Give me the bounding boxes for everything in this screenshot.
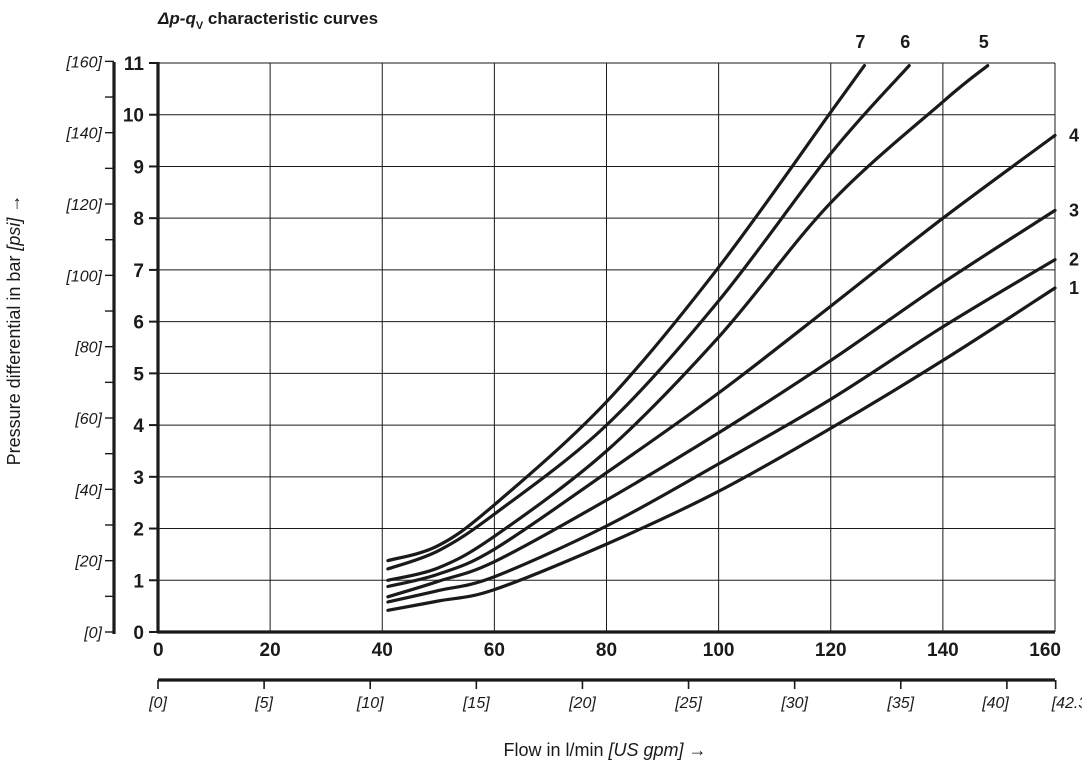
tick-labels: 0 20 40 60 80 100 120 140 160 0 1 2 3 4 5 6 7 8 9 10 11 [0] [5… — [65, 54, 1082, 712]
x-tick-label: 60 — [484, 640, 505, 661]
y-tick-label: 1 — [133, 571, 144, 592]
y-axis-label-main: Pressure differential in bar — [4, 251, 24, 466]
x-tick-label: 100 — [703, 640, 735, 661]
y-tick-label: 2 — [133, 520, 144, 541]
curve-3 — [386, 208, 1057, 599]
y2-tick-label: [100] — [65, 268, 102, 285]
y-tick-label: 0 — [133, 623, 144, 644]
y-tick-label: 11 — [124, 54, 145, 75]
curve-4 — [386, 133, 1057, 589]
chart-title-subscript: V — [196, 20, 204, 32]
y2-tick-label: [160] — [65, 54, 102, 71]
y-tick-label: 6 — [133, 313, 144, 334]
y2-tick-label: [40] — [74, 482, 102, 499]
curve-5 — [386, 63, 990, 582]
x2-tick-label: [42.3] — [1051, 695, 1082, 712]
x-axis-label-unit: [US gpm] — [607, 740, 684, 760]
y2-tick-label: [120] — [65, 197, 102, 214]
x-tick-label: 160 — [1029, 640, 1061, 661]
x2-tick-label: [5] — [254, 695, 273, 712]
y2-tick-label: [0] — [83, 625, 102, 642]
x2-tick-label: [15] — [462, 695, 490, 712]
y2-tick-label: [140] — [65, 126, 102, 143]
series-label-7: 7 — [855, 32, 865, 52]
x-tick-label: 140 — [927, 640, 959, 661]
y-tick-label: 5 — [133, 364, 144, 385]
x-tick-label: 0 — [153, 640, 164, 661]
chart-title: Δp-qV characteristic curves — [157, 9, 378, 32]
curves — [386, 63, 1057, 612]
series-label-3: 3 — [1069, 200, 1079, 220]
y-tick-label: 7 — [133, 261, 144, 282]
axes — [105, 60, 1057, 689]
curve-1 — [386, 286, 1057, 612]
y-tick-label: 10 — [123, 106, 144, 127]
series-labels: 1 2 3 4 5 6 7 — [855, 32, 1079, 298]
x-axis-label: Flow in l/min [US gpm] → — [503, 740, 706, 760]
curve-7 — [386, 63, 866, 563]
x-tick-label: 40 — [372, 640, 393, 661]
series-label-1: 1 — [1069, 278, 1079, 298]
x-tick-label: 20 — [260, 640, 281, 661]
y2-tick-label: [80] — [74, 340, 102, 357]
y-tick-label: 4 — [133, 416, 144, 437]
x-tick-label: 80 — [596, 640, 617, 661]
series-label-4: 4 — [1069, 125, 1079, 145]
x2-tick-label: [35] — [886, 695, 914, 712]
x-axis-label-main: Flow in l/min — [503, 740, 608, 760]
y-axis-label-unit: [psi] — [4, 217, 24, 252]
x-tick-label: 120 — [815, 640, 847, 661]
y-axis-label: Pressure differential in bar [psi] → — [4, 195, 24, 466]
series-label-2: 2 — [1069, 250, 1079, 270]
x2-tick-label: [0] — [148, 695, 167, 712]
x-axis-label-arrow: → — [684, 740, 707, 760]
x2-tick-label: [25] — [674, 695, 702, 712]
chart-title-prefix: Δp-q — [157, 9, 196, 28]
y-axis-label-arrow: → — [4, 195, 24, 218]
y-tick-label: 9 — [133, 157, 144, 178]
chart-title-suffix: characteristic curves — [203, 9, 378, 28]
x2-tick-label: [30] — [780, 695, 808, 712]
y2-tick-label: [60] — [74, 411, 102, 428]
grid — [158, 62, 1056, 632]
y-tick-label: 8 — [133, 209, 144, 230]
y-tick-label: 3 — [133, 468, 144, 489]
y2-tick-label: [20] — [74, 554, 102, 571]
x2-tick-label: [10] — [356, 695, 384, 712]
curve-6 — [386, 63, 911, 571]
x2-tick-label: [20] — [568, 695, 596, 712]
series-label-6: 6 — [900, 32, 910, 52]
x2-tick-label: [40] — [981, 695, 1009, 712]
curve-2 — [386, 258, 1057, 604]
series-label-5: 5 — [979, 32, 989, 52]
